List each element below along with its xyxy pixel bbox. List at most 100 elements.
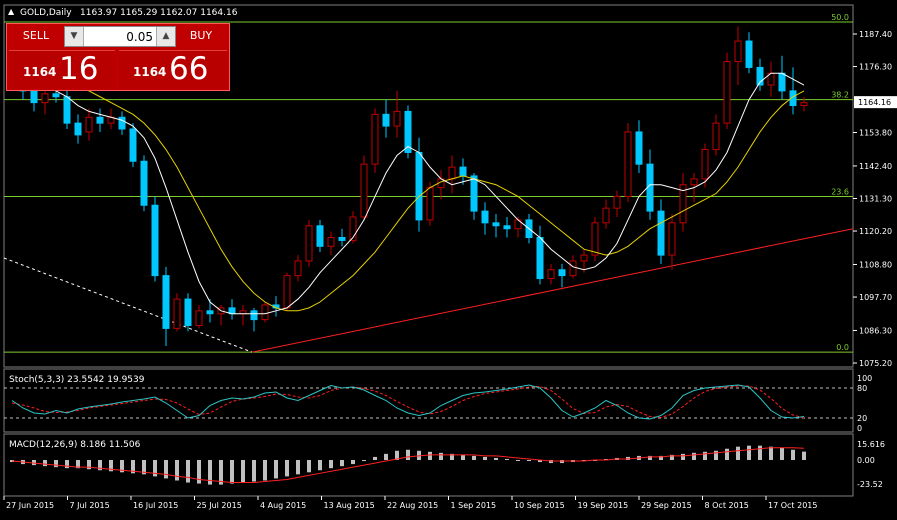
macd-histogram-bar [351, 460, 355, 465]
candle-body [371, 113, 379, 165]
macd-histogram-bar [186, 460, 190, 483]
candle-body [173, 298, 181, 329]
macd-histogram-bar [692, 452, 696, 460]
candle-body [745, 40, 753, 68]
lot-increase-icon[interactable]: ▲ [156, 27, 175, 46]
price-axis[interactable]: 1187.40 1176.30 1153.80 1142.40 1131.30 1120.… [853, 30, 897, 368]
candle-body [624, 131, 632, 197]
macd-histogram-bar [340, 460, 344, 467]
macd-histogram-bar [670, 454, 674, 460]
macd-histogram-bar [32, 460, 36, 466]
macd-histogram-bar [714, 450, 718, 460]
macd-histogram-bar [450, 453, 454, 460]
macd-title: MACD(12,26,9) 8.186 11.506 [9, 440, 141, 450]
fibonacci-levels[interactable]: 50.0 38.2 23.6 0.0 [4, 13, 853, 353]
candle-body [569, 260, 577, 277]
sell-button[interactable]: SELL [22, 29, 50, 42]
candle-body [327, 236, 335, 247]
buy-button[interactable]: BUY [189, 29, 213, 42]
candle-body [74, 122, 82, 136]
candle-body [459, 166, 467, 177]
support-trendline[interactable] [251, 228, 854, 353]
candle-body [778, 72, 786, 92]
candle-body [800, 102, 808, 107]
candle-body [547, 269, 555, 280]
macd-histogram-bar [362, 460, 366, 462]
macd-histogram-bar [120, 460, 124, 473]
macd-histogram-bar [131, 460, 135, 474]
time-tick-label: 10 Sep 2015 [514, 501, 565, 510]
candle-body [690, 178, 698, 186]
stoch-signal-line [11, 385, 805, 419]
candle-body [613, 195, 621, 209]
price-tick-label: 1187.40 [859, 30, 892, 39]
stoch-tick-label: 100 [857, 374, 872, 383]
macd-histogram-bar [87, 460, 91, 470]
time-tick-label: 29 Sep 2015 [641, 501, 692, 510]
lot-size-stepper[interactable]: ▼ ▲ [64, 26, 176, 47]
candle-body [305, 225, 313, 262]
dashed-trendline[interactable] [3, 257, 253, 353]
macd-histogram-bar [582, 460, 586, 462]
macd-tick-label: -23.52 [857, 480, 883, 489]
collapse-arrow-icon[interactable]: ▲ [8, 7, 15, 16]
sell-price-button[interactable]: 1164 16 [9, 50, 115, 89]
candle-body [712, 122, 720, 151]
candle-body [635, 131, 643, 165]
macd-tick-label: 0.00 [857, 456, 875, 465]
price-tick-label: 1153.80 [859, 129, 892, 138]
macd-histogram-bar [230, 460, 234, 484]
trendlines[interactable] [3, 228, 854, 353]
candle-body [470, 175, 478, 212]
time-tick-label: 7 Jul 2015 [70, 501, 110, 510]
macd-histogram-bar [648, 455, 652, 460]
macd-histogram-bar [274, 460, 278, 479]
candle-body [151, 204, 159, 277]
macd-histogram-bar [76, 460, 80, 469]
macd-histogram-bar [307, 460, 311, 473]
macd-histogram-bar [197, 460, 201, 484]
lot-size-input[interactable] [84, 27, 155, 46]
buy-price-main: 66 [169, 51, 209, 87]
candle-body [316, 225, 324, 247]
ohlc-readout: 1163.97 1165.29 1162.07 1164.16 [80, 8, 238, 18]
price-tick-label: 1131.30 [859, 195, 892, 204]
macd-histogram-bar [395, 450, 399, 460]
price-tick-label: 1075.20 [859, 359, 892, 368]
macd-histogram-bar [54, 460, 58, 468]
time-axis[interactable]: 27 Jun 2015 7 Jul 2015 16 Jul 2015 25 Jul 2… [3, 496, 817, 510]
candlestick-series [8, 26, 808, 346]
macd-indicator: 15.616 0.00 -23.52 [10, 440, 885, 489]
lot-decrease-icon[interactable]: ▼ [65, 27, 84, 46]
candle-body [426, 187, 434, 221]
candle-body [503, 225, 511, 230]
macd-histogram-bar [472, 455, 476, 460]
macd-histogram-bar [560, 460, 564, 464]
time-tick-label: 27 Jun 2015 [6, 501, 54, 510]
stoch-tick-label: 80 [857, 384, 867, 393]
macd-histogram-bar [142, 460, 146, 475]
candle-body [756, 66, 764, 86]
stoch-tick-label: 20 [857, 414, 867, 423]
macd-histogram-bar [164, 460, 168, 479]
macd-signal-line [11, 447, 805, 484]
macd-histogram-bar [461, 454, 465, 460]
buy-price-prefix: 1164 [133, 65, 167, 79]
fib-level-label: 38.2 [831, 91, 849, 100]
candle-body [52, 93, 60, 98]
macd-histogram-bar [747, 445, 751, 460]
buy-price-button[interactable]: 1164 66 [119, 50, 227, 89]
price-tick-label: 1108.80 [859, 260, 892, 269]
time-tick-label: 25 Jul 2015 [197, 501, 242, 510]
candle-body [294, 260, 302, 277]
price-tick-label: 1142.40 [859, 162, 892, 171]
candle-body [481, 210, 489, 224]
price-tick-label: 1086.30 [859, 326, 892, 335]
stoch-title: Stoch(5,3,3) 23.5542 19.9539 [9, 375, 145, 385]
macd-histogram-bar [505, 458, 509, 460]
ma-fast-line [11, 64, 805, 315]
candle-body [602, 207, 610, 224]
